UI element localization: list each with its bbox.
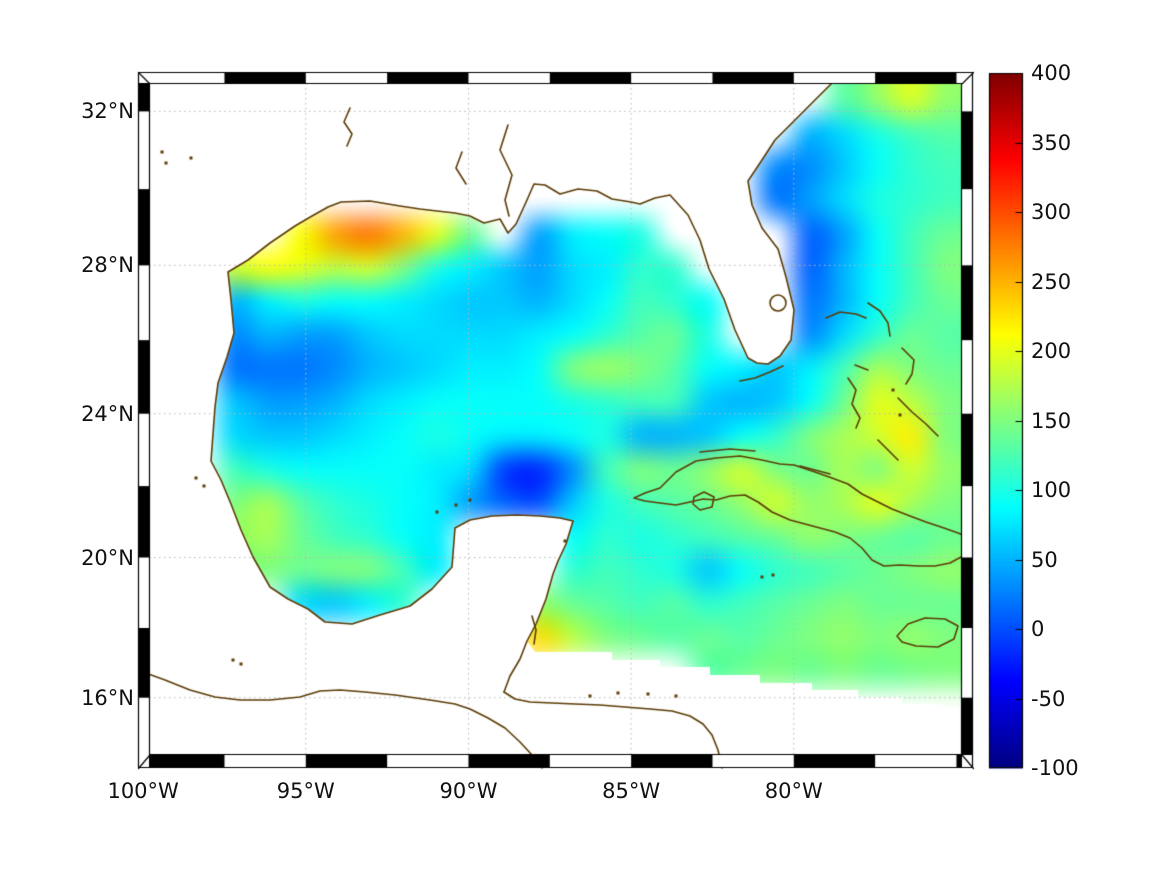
lon-tick-label: 90°W <box>439 779 498 803</box>
colorbar-tick-label: 50 <box>1031 547 1058 572</box>
colorbar-tick-label: 300 <box>1031 200 1072 224</box>
lon-tick-label: 85°W <box>602 779 661 803</box>
lat-tick-label: 32°N <box>81 99 134 124</box>
lon-tick-label: 100°W <box>107 779 179 803</box>
colorbar-tick-label: 250 <box>1031 269 1072 294</box>
lat-tick-label: 28°N <box>81 253 134 278</box>
lon-tick-label: 95°W <box>276 779 335 803</box>
colorbar-tick-label: 400 <box>1031 61 1072 85</box>
lat-tick-label: 16°N <box>81 685 134 710</box>
colorbar-tick-label: -50 <box>1031 686 1066 711</box>
lat-tick-label: 20°N <box>81 545 134 570</box>
colorbar-tick-label: 0 <box>1031 617 1045 641</box>
lat-tick-label: 24°N <box>81 401 134 426</box>
colorbar-tick-label: 350 <box>1031 130 1072 155</box>
colorbar-tick-label: -100 <box>1031 756 1079 780</box>
lon-tick-label: 80°W <box>764 779 823 803</box>
colorbar-tick-label: 200 <box>1031 339 1072 363</box>
colorbar-tick-label: 150 <box>1031 408 1072 433</box>
colorbar-tick-label: 100 <box>1031 478 1072 502</box>
